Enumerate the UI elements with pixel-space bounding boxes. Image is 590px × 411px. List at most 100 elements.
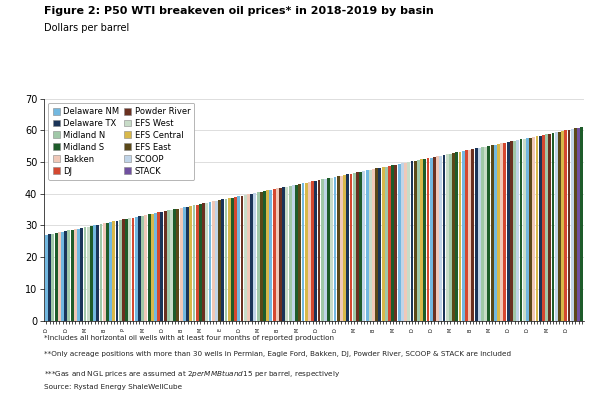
Bar — [87, 226, 90, 321]
Bar — [526, 138, 529, 321]
Bar — [520, 139, 522, 321]
Bar — [378, 168, 381, 321]
Bar — [523, 139, 526, 321]
Bar — [497, 144, 500, 321]
Bar — [80, 228, 83, 321]
Bar — [565, 130, 567, 321]
Bar — [167, 210, 170, 321]
Bar — [135, 217, 137, 321]
Bar — [555, 132, 558, 321]
Bar — [442, 155, 445, 321]
Bar — [321, 180, 324, 321]
Bar — [340, 175, 343, 321]
Bar — [122, 219, 125, 321]
Bar — [158, 212, 160, 321]
Bar — [173, 209, 176, 321]
Bar — [542, 135, 545, 321]
Bar — [458, 152, 461, 321]
Bar — [395, 165, 397, 321]
Bar — [145, 215, 148, 321]
Bar — [382, 167, 385, 321]
Bar — [154, 213, 157, 321]
Bar — [571, 129, 573, 321]
Bar — [314, 181, 317, 321]
Bar — [516, 140, 519, 321]
Bar — [237, 196, 240, 321]
Bar — [225, 199, 228, 321]
Bar — [366, 171, 369, 321]
Bar — [183, 207, 186, 321]
Bar — [532, 137, 535, 321]
Bar — [304, 182, 307, 321]
Bar — [292, 185, 295, 321]
Bar — [260, 192, 263, 321]
Bar — [215, 201, 218, 321]
Bar — [192, 205, 195, 321]
Bar — [279, 188, 282, 321]
Bar — [446, 154, 448, 321]
Bar — [270, 190, 273, 321]
Bar — [132, 217, 135, 321]
Bar — [100, 224, 103, 321]
Bar — [487, 146, 490, 321]
Bar — [545, 134, 548, 321]
Bar — [51, 234, 54, 321]
Bar — [350, 174, 352, 321]
Bar — [308, 182, 311, 321]
Bar — [424, 159, 426, 321]
Bar — [455, 152, 458, 321]
Bar — [440, 156, 442, 321]
Bar — [561, 131, 564, 321]
Bar — [112, 222, 115, 321]
Bar — [218, 200, 221, 321]
Bar — [301, 183, 304, 321]
Bar — [48, 234, 51, 321]
Bar — [96, 225, 99, 321]
Bar — [398, 164, 401, 321]
Bar — [552, 133, 555, 321]
Bar — [407, 162, 410, 321]
Bar — [343, 175, 346, 321]
Bar — [67, 231, 70, 321]
Bar — [186, 207, 189, 321]
Bar — [205, 203, 208, 321]
Text: Source: Rystad Energy ShaleWellCube: Source: Rystad Energy ShaleWellCube — [44, 384, 182, 390]
Bar — [148, 214, 150, 321]
Bar — [385, 166, 388, 321]
Bar — [311, 181, 314, 321]
Bar — [462, 151, 465, 321]
Bar — [388, 166, 391, 321]
Bar — [513, 141, 516, 321]
Bar — [411, 162, 414, 321]
Bar — [247, 194, 250, 321]
Bar — [539, 136, 542, 321]
Text: Dollars per barrel: Dollars per barrel — [44, 23, 129, 32]
Bar — [404, 163, 407, 321]
Bar — [427, 158, 430, 321]
Bar — [64, 231, 67, 321]
Bar — [176, 208, 179, 321]
Bar — [282, 187, 285, 321]
Bar — [119, 220, 122, 321]
Bar — [577, 128, 580, 321]
Bar — [353, 173, 356, 321]
Bar — [500, 143, 503, 321]
Bar — [196, 205, 199, 321]
Legend: Delaware NM, Delaware TX, Midland N, Midland S, Bakken, DJ, Powder River, EFS We: Delaware NM, Delaware TX, Midland N, Mid… — [48, 103, 194, 180]
Bar — [109, 222, 112, 321]
Bar — [208, 202, 211, 321]
Bar — [276, 189, 278, 321]
Bar — [273, 189, 276, 321]
Bar — [299, 184, 301, 321]
Bar — [55, 233, 58, 321]
Bar — [581, 127, 584, 321]
Bar — [536, 136, 539, 321]
Bar — [221, 199, 224, 321]
Bar — [289, 186, 291, 321]
Bar — [465, 150, 468, 321]
Bar — [327, 178, 330, 321]
Bar — [346, 174, 349, 321]
Bar — [138, 216, 141, 321]
Bar — [241, 196, 244, 321]
Text: ***Gas and NGL prices are assumed at $2 per MMBtu and $15 per barrel, respective: ***Gas and NGL prices are assumed at $2 … — [44, 368, 340, 379]
